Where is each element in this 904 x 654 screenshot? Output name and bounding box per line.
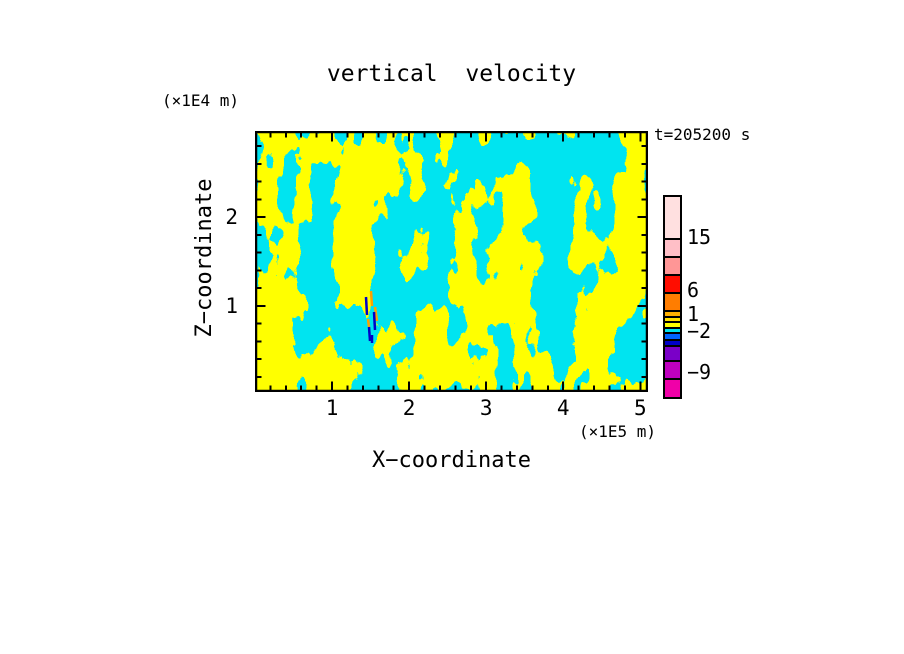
colorbar-label: −2 xyxy=(687,319,712,343)
colorbar-segment xyxy=(665,322,680,328)
colorbar-segment xyxy=(665,274,680,293)
colorbar-separator xyxy=(665,256,680,258)
contour-field-svg xyxy=(254,130,649,393)
colorbar-segment xyxy=(665,197,680,239)
x-axis-unit-label: (×1E5 m) xyxy=(578,422,656,441)
x-tick-label: 2 xyxy=(402,396,416,420)
colorbar-separator xyxy=(665,315,680,318)
colorbar-separator xyxy=(665,291,680,294)
colorbar-separator xyxy=(665,332,680,334)
colorbar-separator xyxy=(665,321,680,323)
x-tick-label: 5 xyxy=(633,396,647,420)
colorbar-label: 6 xyxy=(687,278,700,302)
anomaly-streaks xyxy=(364,290,379,343)
anomaly-streak xyxy=(366,318,371,328)
colorbar-label: 15 xyxy=(687,225,712,249)
plot-area xyxy=(254,130,649,393)
colorbar-segment xyxy=(665,239,680,257)
page-title: vertical velocity xyxy=(326,61,577,87)
colorbar-separator xyxy=(665,273,680,276)
axis-ticks xyxy=(256,132,647,391)
colorbar-segment xyxy=(665,310,680,317)
colorbar-separator xyxy=(665,309,680,312)
y-tick-label: 1 xyxy=(225,293,238,318)
field-positive-region xyxy=(255,131,648,392)
colorbar-separator xyxy=(665,344,680,347)
anomaly-streak xyxy=(364,296,369,316)
colorbar-segment xyxy=(665,379,680,397)
x-tick-label: 4 xyxy=(556,396,570,420)
colorbar-segment xyxy=(665,339,680,346)
colorbar-separator xyxy=(665,378,680,380)
colorbar-segment xyxy=(665,345,680,361)
y-tick-label: 2 xyxy=(225,205,238,230)
colorbar-label: 1 xyxy=(687,302,700,326)
colorbar-segment xyxy=(665,292,680,311)
anomaly-streak xyxy=(367,326,372,342)
colorbar-segment xyxy=(665,333,680,340)
x-axis-title: X−coordinate xyxy=(372,448,531,473)
time-annotation: t=205200 s xyxy=(654,125,751,144)
colorbar-segment xyxy=(665,328,680,333)
x-tick-label: 3 xyxy=(479,396,493,420)
colorbar-segment xyxy=(665,316,680,322)
x-tick-label: 1 xyxy=(325,396,339,420)
anomaly-streak xyxy=(373,306,379,322)
colorbar-separator xyxy=(665,338,680,341)
plot-border xyxy=(254,130,649,393)
colorbar-segment xyxy=(665,361,680,379)
y-axis-title: Z−coordinate xyxy=(192,178,217,338)
y-axis-unit-label: (×1E4 m) xyxy=(162,91,240,110)
colorbar-separator xyxy=(665,360,680,362)
colorbar-separator xyxy=(665,327,680,329)
anomaly-streak xyxy=(369,290,374,307)
colorbar-segment xyxy=(665,257,680,275)
colorbar xyxy=(663,195,682,399)
anomaly-streak xyxy=(372,311,377,331)
colorbar-separator xyxy=(665,238,680,240)
colorbar-label: −9 xyxy=(687,360,712,384)
